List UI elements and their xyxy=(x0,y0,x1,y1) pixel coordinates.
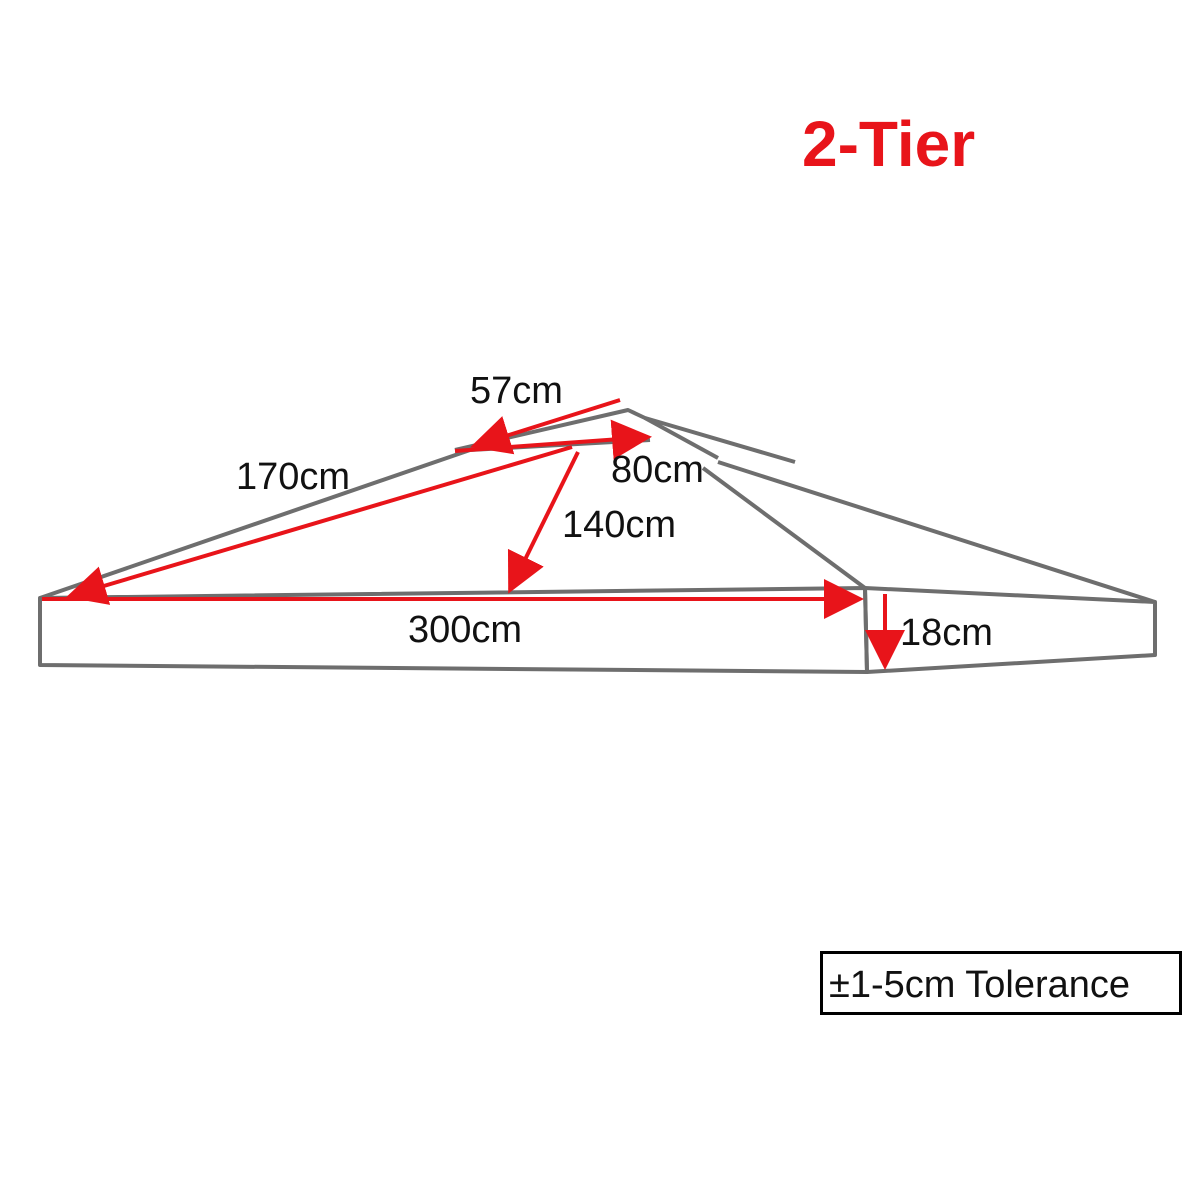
arrow-80cm xyxy=(454,419,652,460)
diagram-title: 2-Tier xyxy=(802,108,976,180)
label-170cm: 170cm xyxy=(236,456,351,498)
arrow-170cm xyxy=(66,445,573,605)
arrow-57cm xyxy=(470,398,621,455)
tolerance-text: ±1-5cm Tolerance xyxy=(829,964,1131,1006)
tolerance-box: ±1-5cm Tolerance xyxy=(820,951,1182,1015)
dimension-arrows xyxy=(42,398,905,670)
canopy-outline xyxy=(38,408,1157,674)
left-roof-edge xyxy=(39,448,471,600)
front-roof-ridge xyxy=(701,466,867,590)
top-tier-vent-edge xyxy=(644,416,719,460)
top-tier-outline xyxy=(454,408,796,464)
right-roof-edge xyxy=(717,460,1156,604)
label-80cm: 80cm xyxy=(611,449,704,491)
arrow-140cm xyxy=(507,451,580,594)
label-18cm: 18cm xyxy=(900,612,993,654)
label-57cm: 57cm xyxy=(470,370,563,412)
label-140cm: 140cm xyxy=(562,504,677,546)
label-300cm: 300cm xyxy=(408,609,523,651)
